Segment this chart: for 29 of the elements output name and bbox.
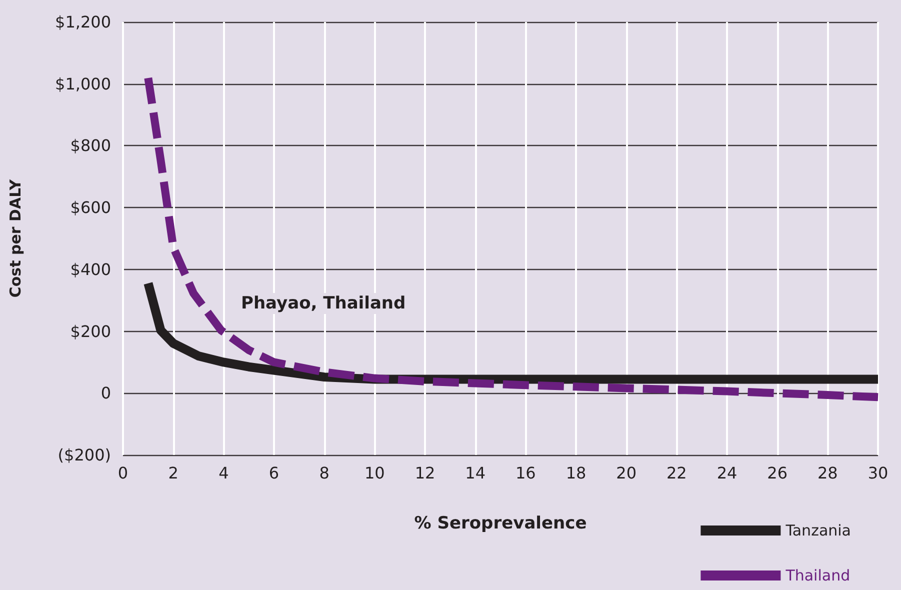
x-tick-label: 6 <box>268 464 280 482</box>
text: Tanzania <box>784 522 851 540</box>
y-tick-label: $1,000 <box>55 74 111 94</box>
x-tick-label: 0 <box>118 464 128 482</box>
x-tick-label: 16 <box>515 464 536 482</box>
x-tick-label: 12 <box>414 464 436 482</box>
x-tick-label: 2 <box>168 464 178 482</box>
y-tick-label: $200 <box>70 322 111 341</box>
y-tick-label: 0 <box>100 384 111 403</box>
y-tick-label: $1,200 <box>55 12 111 32</box>
x-tick-label: 24 <box>716 464 738 482</box>
y-tick-label: $400 <box>70 260 111 279</box>
text: Thailand <box>784 566 850 584</box>
x-tick-label: 10 <box>364 464 385 482</box>
x-tick-label: 18 <box>566 464 586 482</box>
x-tick-label: 28 <box>817 464 838 482</box>
x-tick-label: 8 <box>319 464 330 482</box>
x-tick-label: 30 <box>868 464 888 482</box>
x-tick-label: 4 <box>218 464 229 482</box>
y-tick-label: $600 <box>70 198 111 218</box>
y-tick-label: ($200) <box>58 446 111 464</box>
y-axis-title: Cost per DALY <box>6 178 24 298</box>
x-tick-label: 20 <box>616 464 637 482</box>
y-tick-label: $800 <box>70 136 111 156</box>
x-tick-label: 22 <box>666 464 687 482</box>
x-axis-title: % Seroprevalence <box>414 514 587 534</box>
annotation: Phayao, Thailand <box>241 294 406 314</box>
x-tick-label: 14 <box>465 464 486 482</box>
x-tick-label: 26 <box>767 464 788 482</box>
